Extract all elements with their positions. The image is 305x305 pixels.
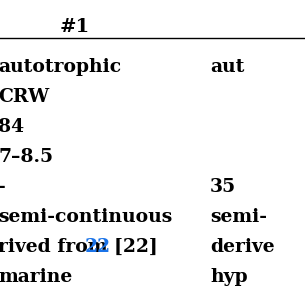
Text: autotrophic: autotrophic xyxy=(0,58,121,76)
Text: 7–8.5: 7–8.5 xyxy=(0,148,53,166)
Text: aut: aut xyxy=(210,58,244,76)
Text: semi-continuous: semi-continuous xyxy=(0,208,172,226)
Text: rived from [22]: rived from [22] xyxy=(0,238,158,256)
Text: 84: 84 xyxy=(0,118,24,136)
Text: 22: 22 xyxy=(84,238,110,256)
Text: hyp: hyp xyxy=(210,268,248,286)
Text: CRW: CRW xyxy=(0,88,49,106)
Text: -: - xyxy=(0,178,6,196)
Text: semi-: semi- xyxy=(210,208,267,226)
Text: derive: derive xyxy=(210,238,274,256)
Text: #1: #1 xyxy=(60,18,90,36)
Text: marine: marine xyxy=(0,268,72,286)
Text: 35: 35 xyxy=(210,178,236,196)
